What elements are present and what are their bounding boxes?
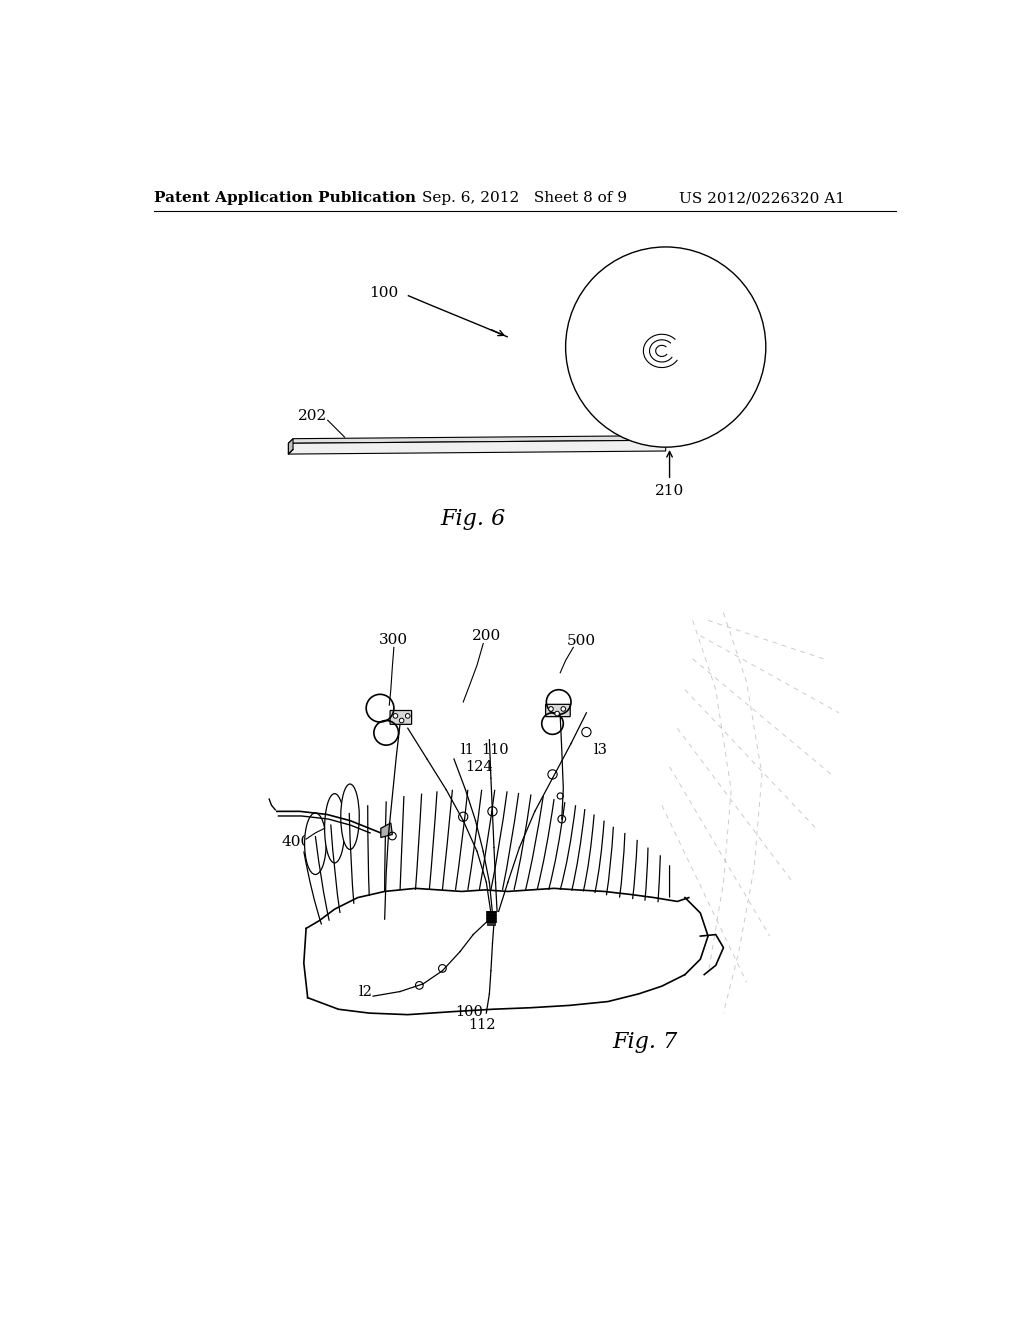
- Text: 210: 210: [655, 484, 684, 498]
- Ellipse shape: [602, 284, 729, 411]
- Text: 124: 124: [465, 760, 493, 774]
- Ellipse shape: [621, 301, 712, 392]
- Text: Sep. 6, 2012   Sheet 8 of 9: Sep. 6, 2012 Sheet 8 of 9: [422, 191, 628, 206]
- Text: 500: 500: [566, 634, 596, 648]
- Polygon shape: [289, 441, 666, 454]
- Ellipse shape: [656, 338, 675, 356]
- Circle shape: [393, 714, 397, 718]
- Circle shape: [399, 718, 403, 723]
- Text: Fig. 6: Fig. 6: [440, 508, 506, 529]
- Text: 100: 100: [456, 1005, 483, 1019]
- Ellipse shape: [325, 793, 345, 863]
- Text: 112: 112: [468, 1018, 496, 1032]
- Ellipse shape: [593, 275, 738, 420]
- Text: Fig. 7: Fig. 7: [612, 1031, 678, 1053]
- Text: 100: 100: [370, 286, 398, 300]
- Ellipse shape: [584, 265, 748, 429]
- Ellipse shape: [565, 247, 766, 447]
- Circle shape: [555, 711, 559, 715]
- Circle shape: [561, 706, 565, 711]
- Circle shape: [406, 714, 410, 718]
- Text: 200: 200: [472, 628, 501, 643]
- Ellipse shape: [630, 310, 702, 383]
- Text: l2: l2: [358, 985, 373, 998]
- Text: l1: l1: [460, 743, 474, 756]
- Text: US 2012/0226320 A1: US 2012/0226320 A1: [679, 191, 845, 206]
- Polygon shape: [381, 822, 392, 837]
- Text: Patent Application Publication: Patent Application Publication: [154, 191, 416, 206]
- Ellipse shape: [304, 813, 326, 875]
- Circle shape: [549, 706, 553, 711]
- Ellipse shape: [341, 784, 359, 850]
- Ellipse shape: [638, 319, 693, 375]
- Bar: [487, 911, 495, 924]
- Ellipse shape: [611, 293, 720, 401]
- Polygon shape: [289, 436, 671, 444]
- Text: 110: 110: [481, 743, 509, 756]
- Text: 202: 202: [298, 409, 327, 424]
- FancyBboxPatch shape: [390, 710, 412, 725]
- Polygon shape: [289, 438, 293, 454]
- Ellipse shape: [574, 256, 757, 438]
- FancyBboxPatch shape: [546, 705, 570, 717]
- Text: l3: l3: [593, 743, 607, 756]
- Text: 400: 400: [282, 836, 310, 849]
- Text: 300: 300: [379, 632, 409, 647]
- Ellipse shape: [647, 329, 684, 366]
